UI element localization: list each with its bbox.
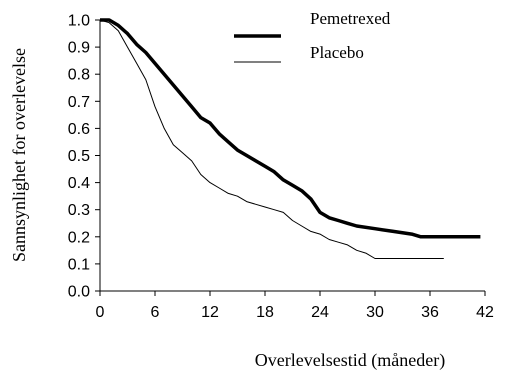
y-tick-label: 0.5 xyxy=(68,148,90,165)
series-lines xyxy=(99,18,481,259)
y-tick-label: 0.4 xyxy=(68,175,90,192)
x-tick-label: 42 xyxy=(476,304,494,321)
x-tick-label: 0 xyxy=(96,304,105,321)
x-tick-label: 12 xyxy=(201,304,219,321)
x-tick-label: 6 xyxy=(151,304,160,321)
y-tick-label: 1.0 xyxy=(68,13,90,30)
y-tick-label: 0.6 xyxy=(68,121,90,138)
y-tick-label: 0.9 xyxy=(68,40,90,57)
legend-label-placebo: Placebo xyxy=(310,43,364,62)
y-tick-label: 0.0 xyxy=(68,284,90,301)
x-axis-title: Overlevelsestid (måneder) xyxy=(255,350,445,371)
axes xyxy=(99,20,485,292)
x-tick-label: 30 xyxy=(366,304,384,321)
y-tick-label: 0.8 xyxy=(68,67,90,84)
y-tick-label: 0.2 xyxy=(68,229,90,246)
y-tick-label: 0.7 xyxy=(68,94,90,111)
legend-label-pemetrexed: Pemetrexed xyxy=(310,9,391,28)
y-tick-label: 0.3 xyxy=(68,202,90,219)
x-tick-label: 24 xyxy=(311,304,329,321)
x-tick-label: 36 xyxy=(421,304,439,321)
y-axis-title: Sannsynlighet for overlevelse xyxy=(9,48,29,262)
series-line-placebo xyxy=(99,19,444,259)
legend: Pemetrexed Placebo xyxy=(234,9,391,63)
ticks: 0 6 12 18 24 30 36 42 0.0 0.1 0.2 0.3 0.4 0.5 0.6 0.7 0.… xyxy=(68,13,494,322)
series-line-pemetrexed xyxy=(100,18,481,239)
x-tick-label: 18 xyxy=(256,304,274,321)
y-tick-label: 0.1 xyxy=(68,256,90,273)
